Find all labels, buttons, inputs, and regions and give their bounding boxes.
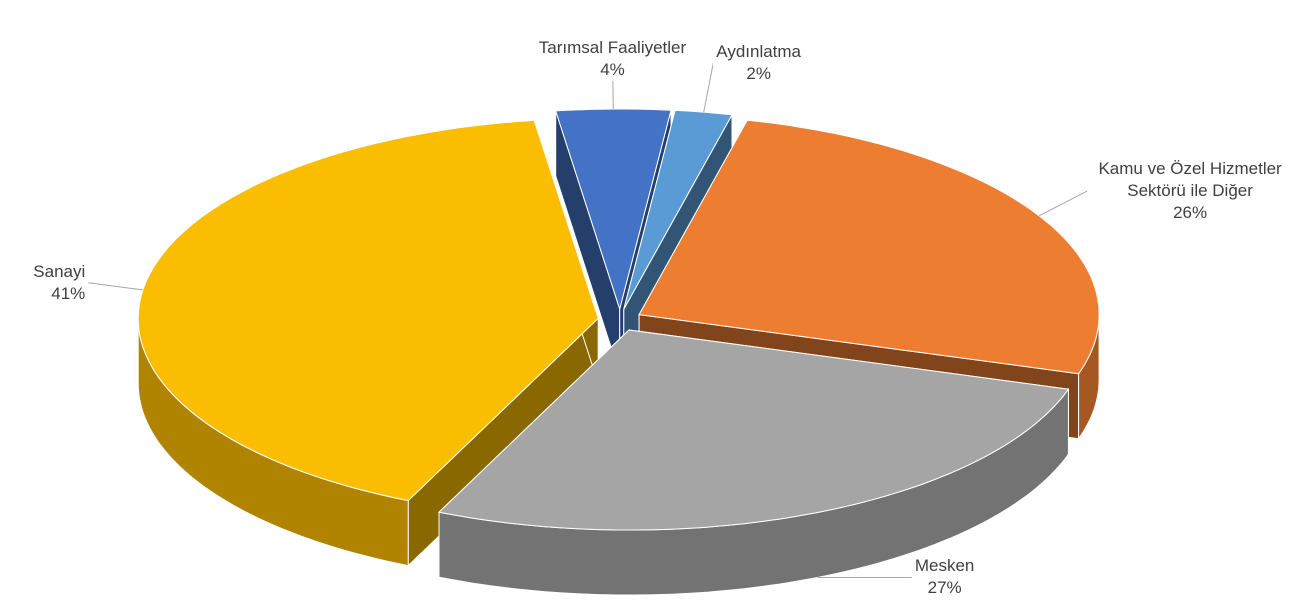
category-label: Aydınlatma <box>716 41 802 61</box>
slice-label: Sanayi 41% <box>30 260 89 305</box>
slice <box>555 108 672 311</box>
leader-line <box>703 62 714 113</box>
category-label: Tarımsal Faaliyetler <box>538 38 687 58</box>
slice-label: Mesken 27% <box>911 555 978 600</box>
slice <box>437 329 1070 531</box>
value-label: 41% <box>51 283 86 303</box>
category-label: Mesken <box>914 556 975 576</box>
leader-line <box>88 282 143 291</box>
value-label: 2% <box>746 63 771 83</box>
value-label: 26% <box>1173 203 1208 223</box>
slice <box>638 119 1100 375</box>
value-label: 27% <box>927 578 962 598</box>
slice <box>137 119 599 502</box>
leader-line <box>1038 190 1088 217</box>
category-label: Sanayi <box>33 261 86 281</box>
slice-label: Tarımsal Faaliyetler 4% <box>535 37 690 82</box>
value-label: 4% <box>600 60 625 80</box>
slice-label: Aydınlatma 2% <box>713 40 805 85</box>
category-label: Kamu ve Özel Hizmetler Sektörü ile Diğer <box>1098 159 1282 201</box>
slice-label: Kamu ve Özel Hizmetler Sektörü ile Diğer… <box>1087 158 1294 225</box>
